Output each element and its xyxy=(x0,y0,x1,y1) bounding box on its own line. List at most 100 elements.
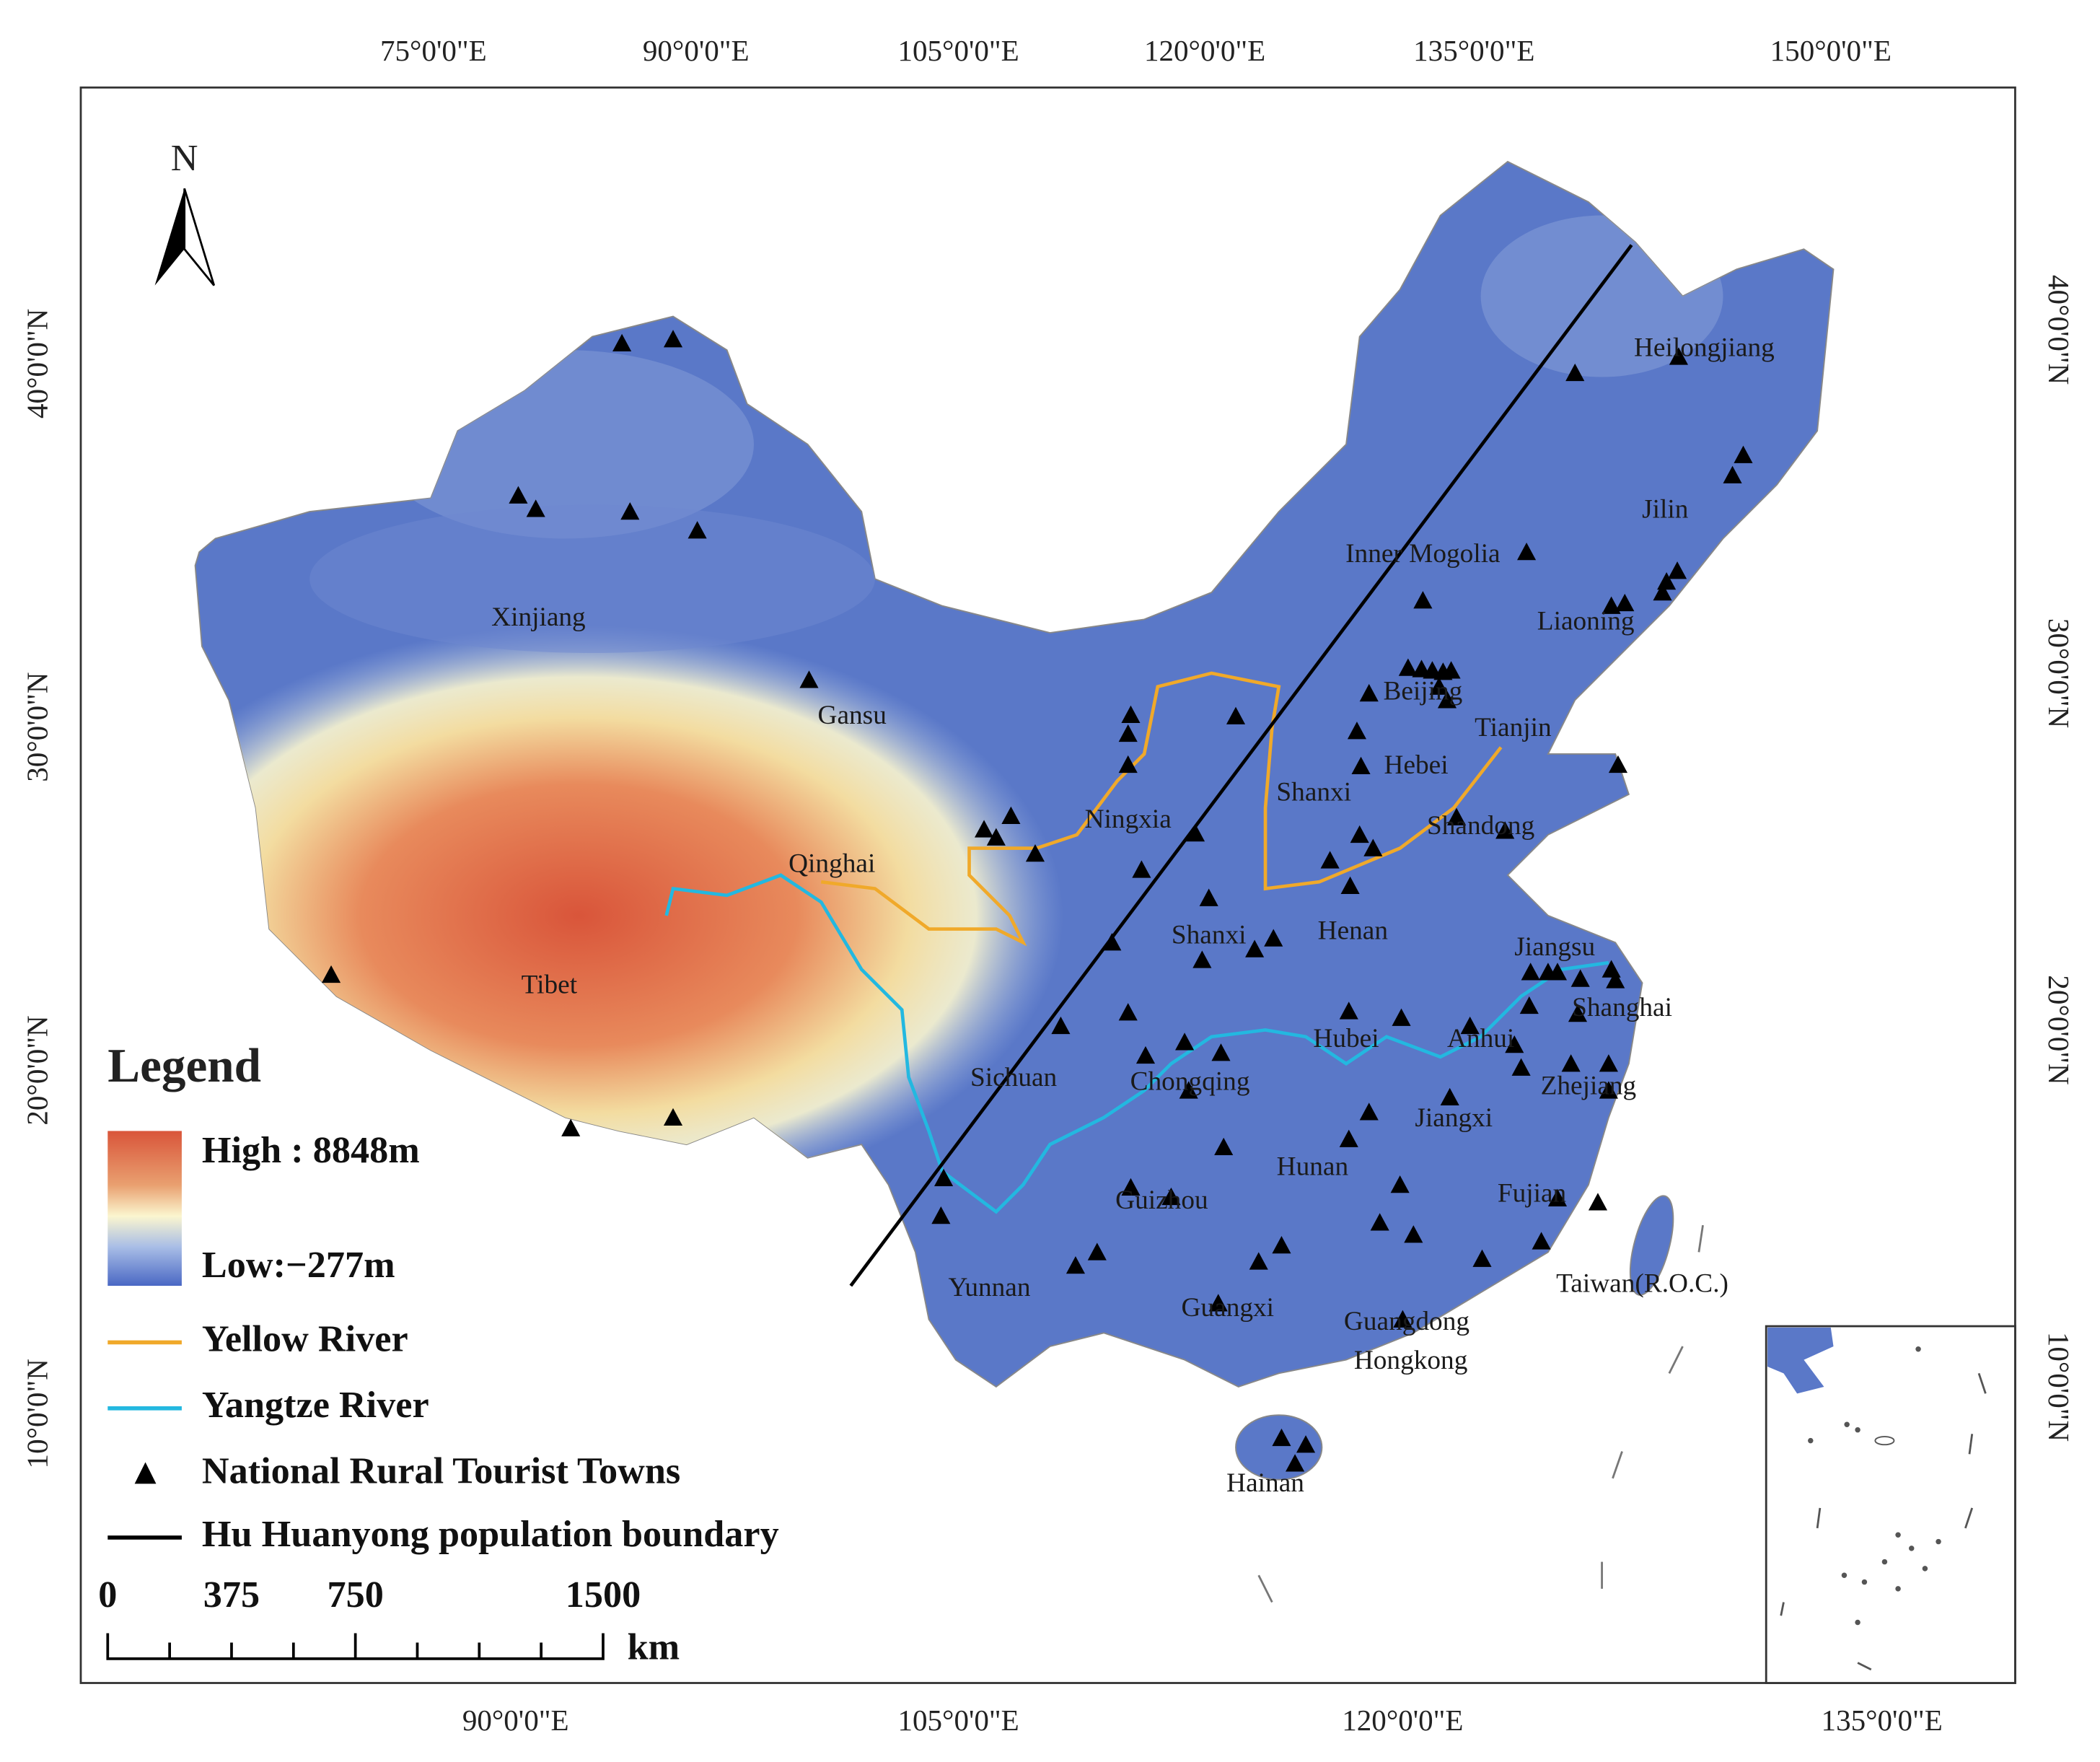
bottom-longitude: 105°0'0"E xyxy=(897,1704,1019,1737)
left-latitude: 20°0'0"N xyxy=(20,1015,53,1125)
town-marker xyxy=(1340,876,1360,895)
region-label: Gansu xyxy=(818,701,887,730)
left-latitude: 10°0'0"N xyxy=(20,1359,53,1468)
region-label: Guangxi xyxy=(1182,1293,1275,1323)
taiwan-island xyxy=(1629,1195,1674,1296)
town-marker xyxy=(1025,843,1045,862)
top-longitude: 135°0'0"E xyxy=(1413,34,1534,67)
inset-dashes xyxy=(1780,1372,1987,1671)
town-marker xyxy=(1249,1252,1268,1270)
legend-swatch xyxy=(134,1462,157,1484)
region-label: Henan xyxy=(1318,916,1389,946)
town-marker xyxy=(1102,933,1122,951)
town-marker xyxy=(1350,825,1369,843)
town-marker xyxy=(1175,1033,1195,1051)
town-marker xyxy=(1211,1043,1231,1061)
region-label: Guizhou xyxy=(1115,1185,1208,1215)
town-marker xyxy=(1505,1035,1524,1053)
legend-low: Low:−277m xyxy=(202,1244,395,1286)
town-marker xyxy=(663,1108,683,1126)
top-longitude: 150°0'0"E xyxy=(1770,34,1892,67)
town-marker xyxy=(1214,1137,1234,1156)
town-marker xyxy=(975,820,994,838)
town-marker xyxy=(1734,445,1753,463)
town-marker xyxy=(1226,706,1246,724)
town-marker xyxy=(1245,939,1265,957)
region-label: Inner Mogolia xyxy=(1345,539,1501,569)
bottom-longitude: 135°0'0"E xyxy=(1822,1704,1943,1737)
town-marker xyxy=(1653,582,1672,601)
region-label: Anhui xyxy=(1447,1024,1514,1053)
town-marker xyxy=(1495,821,1515,839)
inset-land xyxy=(1767,1327,1834,1394)
sea-dashes xyxy=(1257,1224,1704,1603)
town-marker xyxy=(687,521,707,539)
town-marker xyxy=(1519,996,1539,1014)
scale-label: 1500 xyxy=(566,1574,641,1616)
region-label: Ningxia xyxy=(1085,805,1172,834)
town-marker xyxy=(1320,851,1340,869)
town-marker xyxy=(1121,705,1141,724)
town-marker xyxy=(1347,722,1367,740)
right-latitude: 30°0'0"N xyxy=(2042,618,2075,728)
town-marker xyxy=(1066,1255,1086,1274)
north-arrow-right xyxy=(183,188,216,286)
town-marker xyxy=(1199,888,1218,906)
region-label: Guangdong xyxy=(1344,1307,1469,1336)
region-label: Zhejiang xyxy=(1541,1071,1637,1100)
town-marker xyxy=(1606,970,1625,989)
town-marker xyxy=(526,499,545,517)
town-marker xyxy=(663,330,683,348)
town-marker xyxy=(1121,1178,1141,1196)
legend-item: Hu Huanyong population boundary xyxy=(202,1513,779,1555)
town-marker xyxy=(1192,950,1212,968)
top-longitude: 105°0'0"E xyxy=(897,34,1019,67)
town-marker xyxy=(1547,1188,1568,1206)
inset xyxy=(1765,1325,2016,1684)
elevation-basin xyxy=(309,504,875,654)
north-label: N xyxy=(171,137,198,179)
town-marker xyxy=(1429,677,1449,695)
town-marker xyxy=(986,828,1006,846)
legend-item: Yellow River xyxy=(202,1318,408,1359)
town-marker xyxy=(1547,963,1568,981)
town-marker xyxy=(1286,1454,1305,1472)
town-marker xyxy=(1588,1193,1608,1211)
town-marker xyxy=(1135,1046,1156,1064)
town-marker xyxy=(799,670,819,688)
town-marker xyxy=(1208,1294,1228,1312)
town-marker xyxy=(1339,1129,1358,1147)
region-label: Hubei xyxy=(1313,1024,1379,1053)
town-marker xyxy=(1264,929,1283,947)
town-marker xyxy=(1132,860,1151,878)
town-marker xyxy=(1185,823,1205,842)
region-label: Taiwan(R.O.C.) xyxy=(1556,1269,1728,1299)
region-label: Liaoning xyxy=(1537,607,1635,636)
top-longitude: 90°0'0"E xyxy=(643,34,750,67)
legend: Legend High : 8848m Low:−277m Yellow Riv… xyxy=(107,1038,779,1555)
town-marker xyxy=(1398,658,1418,676)
town-marker xyxy=(1570,969,1590,987)
town-marker xyxy=(1392,1008,1411,1026)
region-label: Jiangxi xyxy=(1415,1103,1493,1133)
town-marker xyxy=(1272,1428,1291,1447)
region-label: Jiangsu xyxy=(1514,932,1595,962)
hainan-island xyxy=(1235,1414,1323,1481)
region-label: Shandong xyxy=(1427,811,1534,841)
right-latitude: 10°0'0"N xyxy=(2042,1332,2075,1442)
region-label: Tianjin xyxy=(1475,713,1552,742)
region-label: Qinghai xyxy=(788,849,875,878)
china-terrain xyxy=(194,160,1835,1481)
town-marker xyxy=(1339,1001,1358,1020)
region-label: Hongkong xyxy=(1354,1346,1468,1375)
region-label: Hebei xyxy=(1384,750,1449,780)
town-marker xyxy=(1669,347,1688,365)
region-label: Heilongjiang xyxy=(1634,333,1775,363)
scale-label: 375 xyxy=(203,1574,260,1616)
region-label: Tibet xyxy=(522,970,578,999)
town-marker xyxy=(1363,838,1383,856)
town-marker xyxy=(509,486,528,504)
town-marker xyxy=(1568,1004,1588,1022)
scale-ticks xyxy=(106,1633,605,1660)
